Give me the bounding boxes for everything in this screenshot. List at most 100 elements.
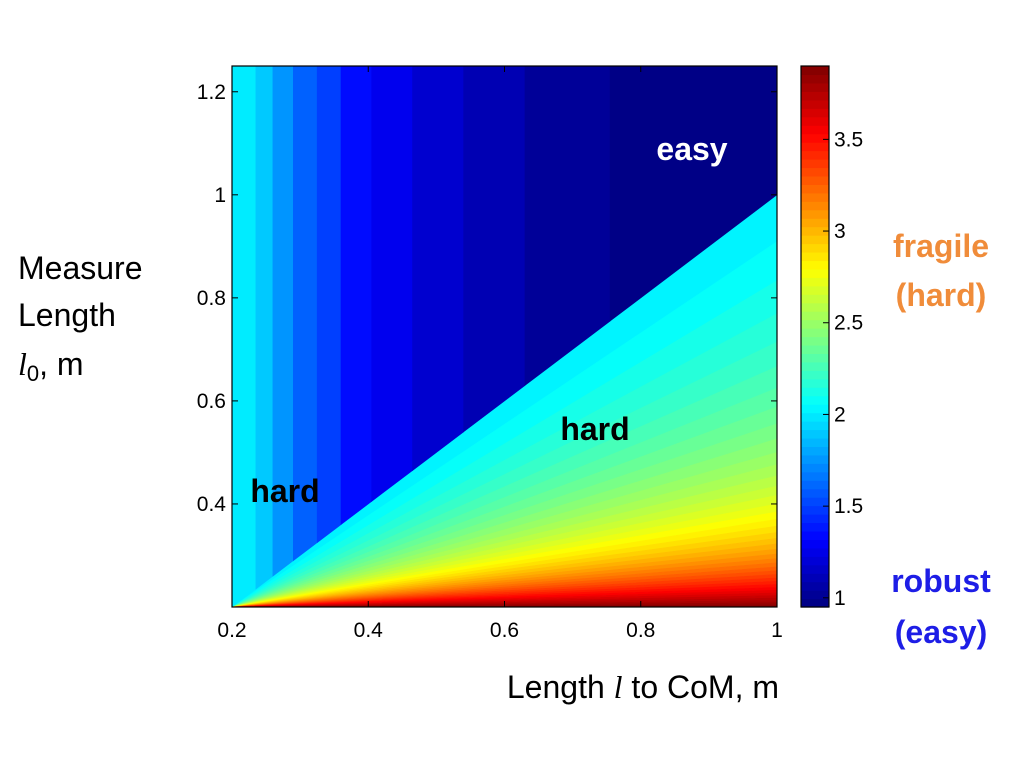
x-axis-ticks: 0.2 0.4 0.6 0.8 1 <box>217 66 783 642</box>
colorbar-step <box>801 471 829 481</box>
x-tick-label: 0.6 <box>490 619 519 642</box>
lower-triangle-region <box>232 194 777 607</box>
colorbar-ticks: 1 1.5 2 2.5 3 3.5 <box>823 128 863 610</box>
x-axis-label: Length l to CoM, m <box>507 669 779 705</box>
colorbar-step <box>801 454 829 464</box>
svg-text:robust: robust <box>891 563 991 599</box>
colorbar-step <box>801 412 829 422</box>
svg-text:fragile: fragile <box>893 228 989 264</box>
annotation-easy: easy <box>656 131 727 167</box>
colorbar-step <box>801 150 829 160</box>
colorbar-step <box>801 235 829 245</box>
colorbar-step <box>801 82 829 92</box>
colorbar-step <box>801 344 829 355</box>
colorbar-step <box>801 133 829 143</box>
colorbar-frame <box>800 65 830 608</box>
colorbar-step <box>801 311 829 321</box>
side-label-robust: robust (easy) <box>891 563 991 650</box>
y-tick-label: 0.6 <box>197 390 226 413</box>
colorbar-step <box>801 192 829 202</box>
colorbar-step <box>801 184 829 194</box>
colorbar-step <box>801 209 829 219</box>
annotation-hard-center: hard <box>560 411 629 447</box>
colorbar-step <box>801 319 829 329</box>
colorbar-step <box>801 302 829 312</box>
colorbar-tick-label: 2.5 <box>834 312 863 335</box>
y-axis-label: Measure Length l0, m <box>18 250 143 386</box>
heatmap-plot-area <box>232 66 777 607</box>
colorbar <box>801 66 829 608</box>
colorbar-tick-label: 2 <box>834 403 846 426</box>
colorbar-step <box>801 66 829 76</box>
colorbar-step <box>801 277 829 287</box>
colorbar-step <box>801 522 829 532</box>
svg-text:Length: Length <box>18 297 116 333</box>
colorbar-tick-label: 1.5 <box>834 495 863 518</box>
colorbar-step <box>801 218 829 228</box>
colorbar-step <box>801 260 829 270</box>
colorbar-step <box>801 404 829 414</box>
upper-contour-band <box>232 66 257 607</box>
colorbar-step <box>801 590 829 600</box>
annotation-hard-left: hard <box>250 473 319 509</box>
upper-contour-band <box>340 66 372 526</box>
colorbar-step <box>801 573 829 583</box>
colorbar-step <box>801 378 829 388</box>
colorbar-step <box>801 353 829 363</box>
colorbar-step <box>801 201 829 211</box>
colorbar-step <box>801 505 829 515</box>
colorbar-step <box>801 285 829 295</box>
colorbar-step <box>801 539 829 549</box>
colorbar-step <box>801 437 829 447</box>
colorbar-step <box>801 446 829 456</box>
colorbar-step <box>801 91 829 101</box>
colorbar-step <box>801 116 829 126</box>
colorbar-step <box>801 598 829 608</box>
colorbar-step <box>801 497 829 507</box>
colorbar-step <box>801 125 829 135</box>
x-tick-label: 1 <box>771 619 783 642</box>
y-tick-label: 0.4 <box>197 493 227 516</box>
x-tick-label: 0.4 <box>354 619 384 642</box>
colorbar-step <box>801 336 829 346</box>
colorbar-step <box>801 547 829 557</box>
colorbar-tick-label: 3 <box>834 220 846 243</box>
colorbar-step <box>801 294 829 304</box>
colorbar-tick-label: 1 <box>834 587 846 610</box>
colorbar-step <box>801 243 829 253</box>
colorbar-step <box>801 158 829 169</box>
colorbar-step <box>801 268 829 278</box>
colorbar-step <box>801 514 829 524</box>
upper-contour-band <box>255 66 274 590</box>
svg-text:Measure: Measure <box>18 250 143 286</box>
colorbar-step <box>801 74 829 84</box>
colorbar-step <box>801 226 829 236</box>
y-tick-label: 1.2 <box>197 81 226 104</box>
y-tick-label: 0.8 <box>197 287 226 310</box>
colorbar-step <box>801 429 829 439</box>
colorbar-step <box>801 108 829 118</box>
colorbar-step <box>801 99 829 109</box>
x-tick-label: 0.8 <box>626 619 655 642</box>
colorbar-tick-label: 3.5 <box>834 128 863 151</box>
x-tick-label: 0.2 <box>217 619 246 642</box>
colorbar-step <box>801 387 829 397</box>
colorbar-step <box>801 370 829 380</box>
side-label-fragile: fragile (hard) <box>893 228 989 313</box>
upper-band-region <box>232 66 777 607</box>
upper-contour-band <box>316 66 342 544</box>
y-tick-label: 1 <box>214 184 226 207</box>
colorbar-step <box>801 361 829 371</box>
colorbar-step <box>801 142 829 152</box>
colorbar-step <box>801 463 829 473</box>
svg-text:l0, m: l0, m <box>18 346 84 386</box>
y-axis-ticks: 0.4 0.6 0.8 1 1.2 <box>197 81 777 516</box>
colorbar-step <box>801 395 829 405</box>
colorbar-step <box>801 421 829 431</box>
svg-text:(hard): (hard) <box>896 277 987 313</box>
colorbar-step <box>801 251 829 262</box>
colorbar-step <box>801 328 829 338</box>
colorbar-step <box>801 556 829 566</box>
colorbar-step <box>801 175 829 185</box>
